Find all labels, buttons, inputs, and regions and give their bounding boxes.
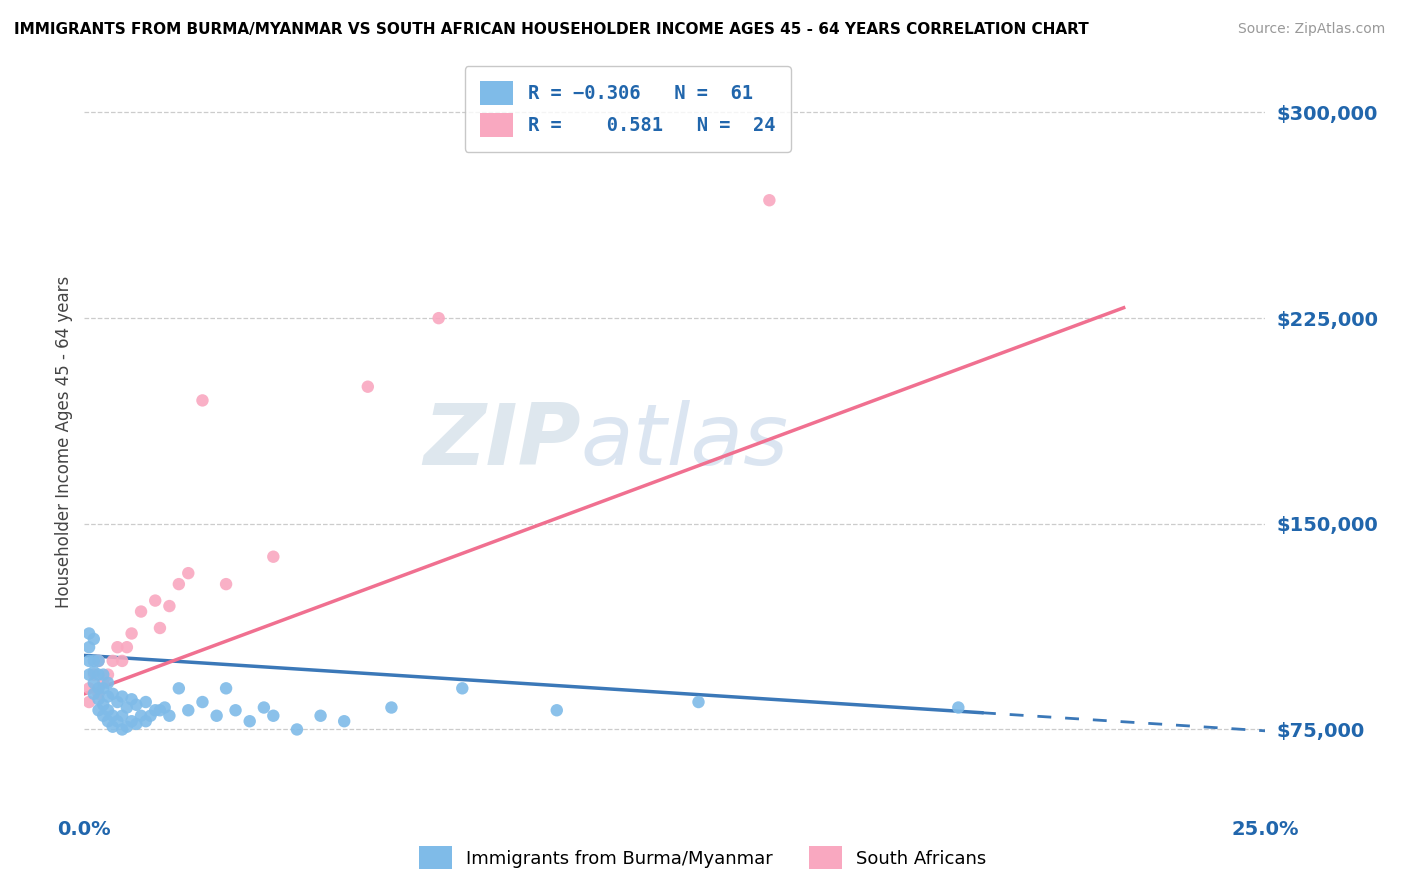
Point: [177, 703, 200, 717]
Point: [149, 621, 172, 635]
Point: [309, 708, 332, 723]
Point: [129, 708, 152, 723]
Point: [225, 703, 247, 717]
Point: [97, 703, 120, 717]
Point: [83, 632, 105, 646]
Point: [97, 714, 120, 729]
Text: atlas: atlas: [581, 400, 789, 483]
Point: [83, 665, 105, 679]
Point: [77, 640, 100, 655]
Point: [107, 695, 129, 709]
Point: [135, 695, 157, 709]
Text: Source: ZipAtlas.com: Source: ZipAtlas.com: [1237, 22, 1385, 37]
Point: [101, 720, 124, 734]
Point: [111, 654, 134, 668]
Point: [121, 692, 143, 706]
Point: [87, 703, 110, 717]
Point: [83, 687, 105, 701]
Point: [87, 667, 110, 681]
Point: [205, 708, 228, 723]
Point: [262, 708, 284, 723]
Point: [285, 723, 308, 737]
Point: [83, 654, 105, 668]
Point: [380, 700, 402, 714]
Point: [121, 626, 143, 640]
Point: [139, 708, 162, 723]
Point: [107, 714, 129, 729]
Point: [129, 605, 152, 619]
Point: [87, 681, 110, 696]
Point: [167, 681, 190, 696]
Text: ZIP: ZIP: [423, 400, 581, 483]
Point: [135, 714, 157, 729]
Point: [91, 681, 114, 696]
Point: [427, 311, 450, 326]
Point: [125, 717, 148, 731]
Point: [101, 708, 124, 723]
Point: [97, 690, 120, 704]
Point: [167, 577, 190, 591]
Point: [83, 676, 105, 690]
Point: [948, 700, 970, 714]
Point: [97, 667, 120, 681]
Point: [262, 549, 284, 564]
Point: [239, 714, 262, 729]
Point: [83, 667, 105, 681]
Point: [97, 676, 120, 690]
Point: [77, 681, 100, 696]
Point: [107, 640, 129, 655]
Point: [157, 708, 180, 723]
Legend: Immigrants from Burma/Myanmar, South Africans: Immigrants from Burma/Myanmar, South Afr…: [411, 838, 995, 879]
Point: [215, 577, 238, 591]
Point: [111, 723, 134, 737]
Point: [77, 654, 100, 668]
Point: [115, 640, 138, 655]
Point: [357, 380, 380, 394]
Point: [149, 703, 172, 717]
Point: [101, 687, 124, 701]
Point: [688, 695, 710, 709]
Point: [87, 687, 110, 701]
Point: [253, 700, 276, 714]
Point: [77, 667, 100, 681]
Point: [451, 681, 474, 696]
Point: [121, 714, 143, 729]
Point: [191, 393, 214, 408]
Point: [87, 692, 110, 706]
Point: [333, 714, 356, 729]
Point: [177, 566, 200, 581]
Point: [157, 599, 180, 613]
Point: [111, 690, 134, 704]
Point: [91, 698, 114, 712]
Point: [143, 703, 166, 717]
Y-axis label: Householder Income Ages 45 - 64 years: Householder Income Ages 45 - 64 years: [55, 276, 73, 607]
Point: [758, 193, 780, 207]
Point: [111, 708, 134, 723]
Text: IMMIGRANTS FROM BURMA/MYANMAR VS SOUTH AFRICAN HOUSEHOLDER INCOME AGES 45 - 64 Y: IMMIGRANTS FROM BURMA/MYANMAR VS SOUTH A…: [14, 22, 1088, 37]
Point: [191, 695, 214, 709]
Point: [115, 700, 138, 714]
Point: [91, 667, 114, 681]
Point: [153, 700, 176, 714]
Point: [87, 654, 110, 668]
Point: [115, 720, 138, 734]
Point: [77, 695, 100, 709]
Point: [77, 626, 100, 640]
Point: [91, 676, 114, 690]
Point: [143, 593, 166, 607]
Point: [101, 654, 124, 668]
Point: [215, 681, 238, 696]
Point: [125, 698, 148, 712]
Legend: R = −0.306   N =  61, R =    0.581   N =  24: R = −0.306 N = 61, R = 0.581 N = 24: [464, 66, 790, 152]
Point: [87, 654, 110, 668]
Point: [91, 708, 114, 723]
Point: [546, 703, 568, 717]
